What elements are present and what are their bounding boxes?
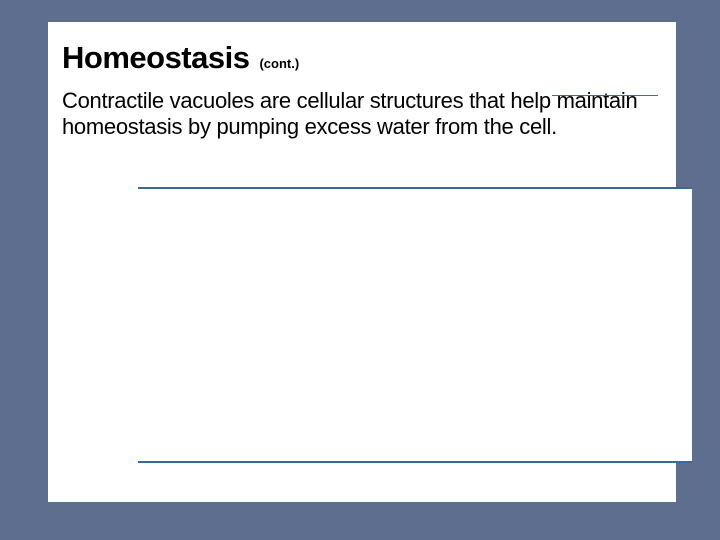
title-row: Homeostasis (cont.)	[62, 40, 658, 76]
image-placeholder	[138, 187, 692, 463]
slide-title: Homeostasis	[62, 40, 249, 76]
slide-content-box: Homeostasis (cont.) Contractile vacuoles…	[48, 22, 676, 502]
title-divider	[552, 95, 658, 96]
slide-subtitle: (cont.)	[259, 56, 299, 71]
